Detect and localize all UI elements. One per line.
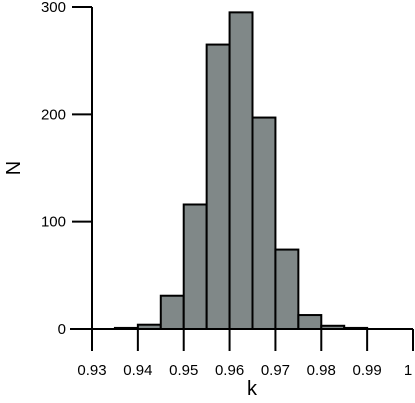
y-tick-label: 100 xyxy=(41,214,66,231)
y-tick-label: 200 xyxy=(41,106,66,123)
histogram-bar xyxy=(274,248,300,330)
histogram-bar xyxy=(182,203,208,330)
x-axis-ticks: 0.93 0.94 0.95 0.96 0.97 0.98 0.99 1 xyxy=(77,329,414,379)
histogram-bar xyxy=(205,43,231,330)
y-tick-label: 0 xyxy=(58,321,66,338)
x-tick-label: 0.96 xyxy=(215,362,244,379)
x-tick-label: 0.97 xyxy=(261,362,290,379)
y-tick-label: 300 xyxy=(41,0,66,16)
x-tick-label: 0.98 xyxy=(307,362,336,379)
x-tick-label: 0.94 xyxy=(123,362,152,379)
x-tick-label: 0.93 xyxy=(77,362,106,379)
histogram-bars xyxy=(113,11,369,331)
x-tick-label: 0.99 xyxy=(353,362,382,379)
histogram-bar xyxy=(159,294,185,330)
x-axis-title: k xyxy=(247,378,258,400)
x-tick-label: 1 xyxy=(404,362,412,379)
y-axis-ticks: 0 100 200 300 xyxy=(41,0,92,338)
histogram-bar xyxy=(228,11,254,330)
x-tick-label: 0.95 xyxy=(169,362,198,379)
histogram-bar xyxy=(251,116,277,331)
y-axis-title: N xyxy=(3,161,25,175)
histogram-bar xyxy=(297,314,323,330)
